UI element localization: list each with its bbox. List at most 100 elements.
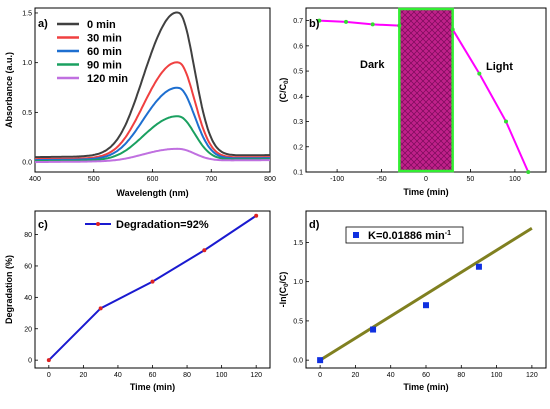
y-tick-label: 0.0 xyxy=(293,358,303,365)
series-line xyxy=(35,11,270,159)
y-tick-label: 40 xyxy=(24,295,32,302)
legend-label: 30 min xyxy=(87,33,122,45)
legend-marker xyxy=(96,222,100,226)
series-line xyxy=(48,214,257,361)
y-tick-label: 1.5 xyxy=(22,10,32,17)
legend-label: 60 min xyxy=(87,46,122,58)
fit-line xyxy=(319,226,533,362)
y-tick-label: 0 xyxy=(28,358,32,365)
y-tick-label: 0.3 xyxy=(293,119,303,126)
data-point xyxy=(423,302,429,309)
x-axis-label: Time (min) xyxy=(403,382,448,392)
y-tick-label: 0.5 xyxy=(22,110,32,117)
x-tick-label: 700 xyxy=(205,176,217,183)
y-axis-label: -ln(C0/C) xyxy=(278,272,290,308)
legend-label: 0 min xyxy=(87,19,116,31)
x-tick-label: 80 xyxy=(183,372,191,379)
y-tick-label: 0.4 xyxy=(293,94,303,101)
data-point xyxy=(370,326,377,333)
shaded-region xyxy=(398,7,454,173)
y-label-close: ) xyxy=(278,78,288,81)
dark-label: Dark xyxy=(360,59,385,71)
legend-marker xyxy=(353,232,359,238)
x-tick-label: 120 xyxy=(526,372,538,379)
legend-label: 120 min xyxy=(87,73,128,85)
x-tick-label: 50 xyxy=(467,176,475,183)
x-axis-label: Wavelength (nm) xyxy=(116,188,188,198)
data-point xyxy=(98,306,103,311)
x-tick-label: 60 xyxy=(149,372,157,379)
legend-label: K=0.01886 min-1 xyxy=(368,230,451,242)
y-label-part: -ln(C xyxy=(278,286,288,307)
series-line xyxy=(319,19,400,27)
x-tick-label: 120 xyxy=(250,372,262,379)
panel-label: b) xyxy=(309,18,320,30)
y-axis-label: (C/C0) xyxy=(278,78,290,103)
data-point xyxy=(450,27,455,32)
panel-d: 0 20 40 60 80 100 120 0.0 0.5 1.0 1.5 K=0.01886 min… xyxy=(278,210,547,392)
legend-sup: -1 xyxy=(445,230,451,237)
x-tick-label: 100 xyxy=(216,372,228,379)
series-line xyxy=(451,28,530,173)
x-tick-label: 800 xyxy=(264,176,276,183)
x-axis-label: Time (min) xyxy=(130,382,175,392)
data-point xyxy=(504,119,508,124)
data-point xyxy=(202,248,207,253)
data-point xyxy=(477,71,482,76)
y-tick-label: 20 xyxy=(24,326,32,333)
panel-c-frame xyxy=(34,210,271,369)
data-point xyxy=(370,22,375,27)
panel-label: d) xyxy=(309,219,320,231)
x-tick-label: 80 xyxy=(457,372,465,379)
x-tick-label: 0 xyxy=(318,372,322,379)
data-point xyxy=(317,357,324,364)
y-tick-label: 60 xyxy=(24,263,32,270)
x-tick-label: 60 xyxy=(422,372,430,379)
y-label-close: /C) xyxy=(278,272,288,284)
data-point xyxy=(150,279,155,284)
data-point xyxy=(526,170,531,174)
data-point xyxy=(317,18,322,23)
panel-a-frame xyxy=(34,7,271,173)
legend-label: Degradation=92% xyxy=(116,219,209,231)
panel-b: -100 -50 0 50 100 0.1 0.2 0.3 0.4 0.5 0.6 0.7 b) Dark… xyxy=(278,7,547,197)
y-tick-label: 1.0 xyxy=(293,279,303,286)
x-tick-label: 0 xyxy=(424,176,428,183)
x-tick-label: 100 xyxy=(491,372,503,379)
y-tick-label: 0.5 xyxy=(293,69,303,76)
x-tick-label: 0 xyxy=(47,372,51,379)
panel-c: 0 20 40 60 80 100 120 0 20 40 60 80 Degradation=92% c… xyxy=(4,210,271,392)
y-tick-label: 0.7 xyxy=(293,18,303,25)
y-tick-label: 1.5 xyxy=(293,240,303,247)
x-tick-label: 40 xyxy=(114,372,122,379)
y-tick-label: 0.0 xyxy=(22,160,32,167)
y-axis-label: Degradation (%) xyxy=(4,255,14,324)
x-tick-label: 40 xyxy=(387,372,395,379)
legend-label: 90 min xyxy=(87,60,122,72)
x-tick-label: 400 xyxy=(29,176,41,183)
y-label-sub: 0 xyxy=(284,80,290,84)
y-tick-label: 80 xyxy=(24,232,32,239)
x-tick-label: -50 xyxy=(376,176,386,183)
x-tick-label: 600 xyxy=(147,176,159,183)
x-tick-label: 20 xyxy=(352,372,360,379)
y-tick-label: 1.0 xyxy=(22,60,32,67)
series-line xyxy=(35,61,270,161)
x-tick-label: -100 xyxy=(330,176,344,183)
data-point xyxy=(254,213,259,218)
x-tick-label: 100 xyxy=(509,176,521,183)
x-axis-label: Time (min) xyxy=(403,187,448,197)
panel-label: a) xyxy=(38,18,48,30)
y-label-part: (C/C xyxy=(278,83,288,102)
data-point xyxy=(397,23,402,28)
y-tick-label: 0.1 xyxy=(293,170,303,177)
data-point xyxy=(344,19,348,24)
y-label-sub: 0 xyxy=(284,283,290,287)
data-point xyxy=(46,358,51,363)
data-point xyxy=(475,263,482,270)
x-tick-label: 20 xyxy=(79,372,87,379)
series-line xyxy=(35,86,270,162)
y-tick-label: 0.5 xyxy=(293,318,303,325)
light-label: Light xyxy=(486,61,513,73)
y-axis-label: Absorbance (a.u.) xyxy=(4,52,14,128)
